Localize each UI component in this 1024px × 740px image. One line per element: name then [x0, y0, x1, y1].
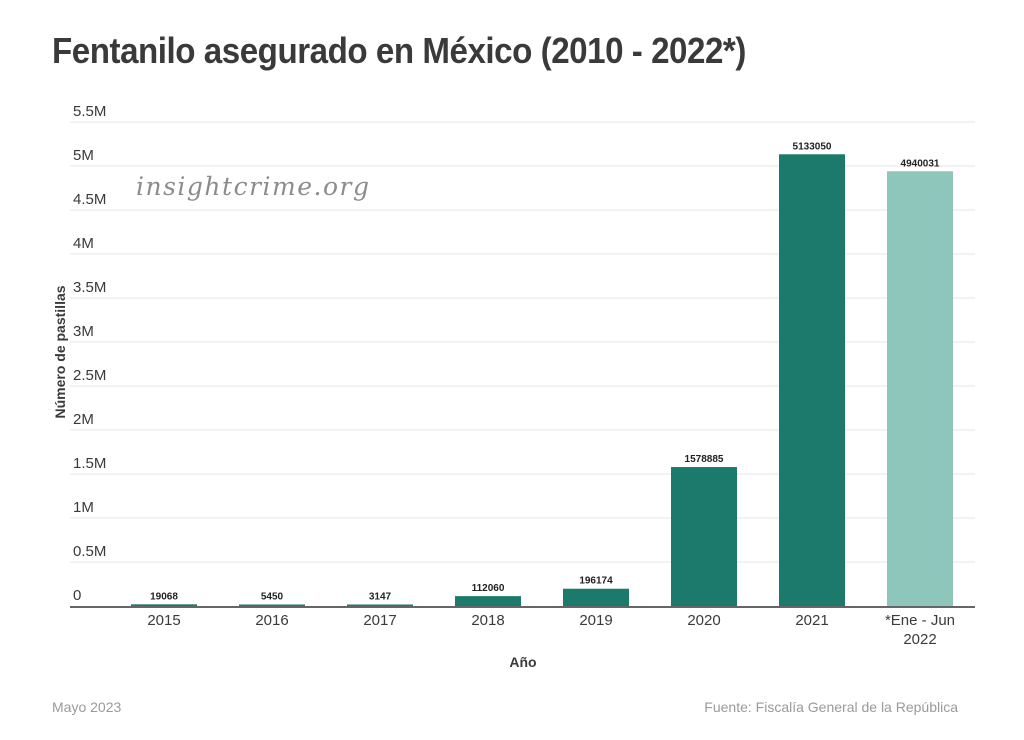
y-axis-ticks: 0 0.5M 1M 1.5M 2M 2.5M 3M 3.5M 4M 4.5M 5M 5.5M [73, 103, 106, 604]
bar [455, 596, 521, 606]
y-tick-label: 0 [73, 587, 81, 604]
y-tick-label: 2.5M [73, 367, 106, 384]
y-tick-label: 4M [73, 235, 94, 252]
watermark: insightcrime.org [136, 172, 371, 201]
y-tick-label: 3M [73, 323, 94, 340]
x-tick-label: 2019 [579, 612, 612, 629]
data-label: 196174 [579, 576, 613, 587]
y-tick-label: 3.5M [73, 279, 106, 296]
x-axis-ticks: 2015 2016 2017 2018 2019 2020 2021 *Ene - Jun 20… [147, 612, 955, 648]
data-label: 3147 [369, 592, 392, 603]
x-tick-label-line: 2020 [687, 612, 720, 629]
x-tick-label-line: 2019 [579, 612, 612, 629]
data-label: 19068 [150, 591, 178, 602]
x-axis-title: Año [509, 654, 536, 670]
bar [347, 604, 413, 606]
bar [887, 171, 953, 606]
bar [779, 154, 845, 606]
bar [131, 604, 197, 606]
chart-title: Fentanilo asegurado en México (2010 - 20… [52, 30, 746, 71]
x-tick-label-line: 2016 [255, 612, 288, 629]
x-tick-label-line: 2021 [795, 612, 828, 629]
y-tick-label: 1M [73, 499, 94, 516]
bars [131, 154, 953, 606]
y-tick-label: 5M [73, 147, 94, 164]
footer-source: Fuente: Fiscalía General de la República [704, 699, 958, 715]
y-axis-title: Número de pastillas [52, 285, 68, 418]
data-label: 5133050 [793, 141, 832, 152]
x-tick-label-line: 2015 [147, 612, 180, 629]
y-tick-label: 2M [73, 411, 94, 428]
y-tick-label: 5.5M [73, 103, 106, 120]
y-tick-label: 0.5M [73, 543, 106, 560]
x-tick-label: 2018 [471, 612, 504, 629]
x-tick-label: 2020 [687, 612, 720, 629]
data-label: 5450 [261, 592, 284, 603]
x-tick-label: *Ene - Jun 2022 [885, 612, 955, 648]
data-label: 4940031 [901, 158, 940, 169]
x-tick-label: 2015 [147, 612, 180, 629]
data-labels: 19068 5450 3147 112060 196174 1578885 5133050 4… [150, 141, 940, 602]
x-tick-label-line: 2017 [363, 612, 396, 629]
x-tick-label: 2017 [363, 612, 396, 629]
x-tick-label-line: 2018 [471, 612, 504, 629]
x-tick-label: 2021 [795, 612, 828, 629]
x-tick-label-line: 2022 [903, 631, 936, 648]
bar [239, 604, 305, 606]
data-label: 112060 [472, 583, 505, 594]
y-tick-label: 1.5M [73, 455, 106, 472]
bar [671, 467, 737, 606]
y-tick-label: 4.5M [73, 191, 106, 208]
x-tick-label-line: *Ene - Jun [885, 612, 955, 629]
x-tick-label: 2016 [255, 612, 288, 629]
footer-date: Mayo 2023 [52, 699, 122, 715]
bar [563, 588, 629, 606]
data-label: 1578885 [685, 454, 724, 465]
